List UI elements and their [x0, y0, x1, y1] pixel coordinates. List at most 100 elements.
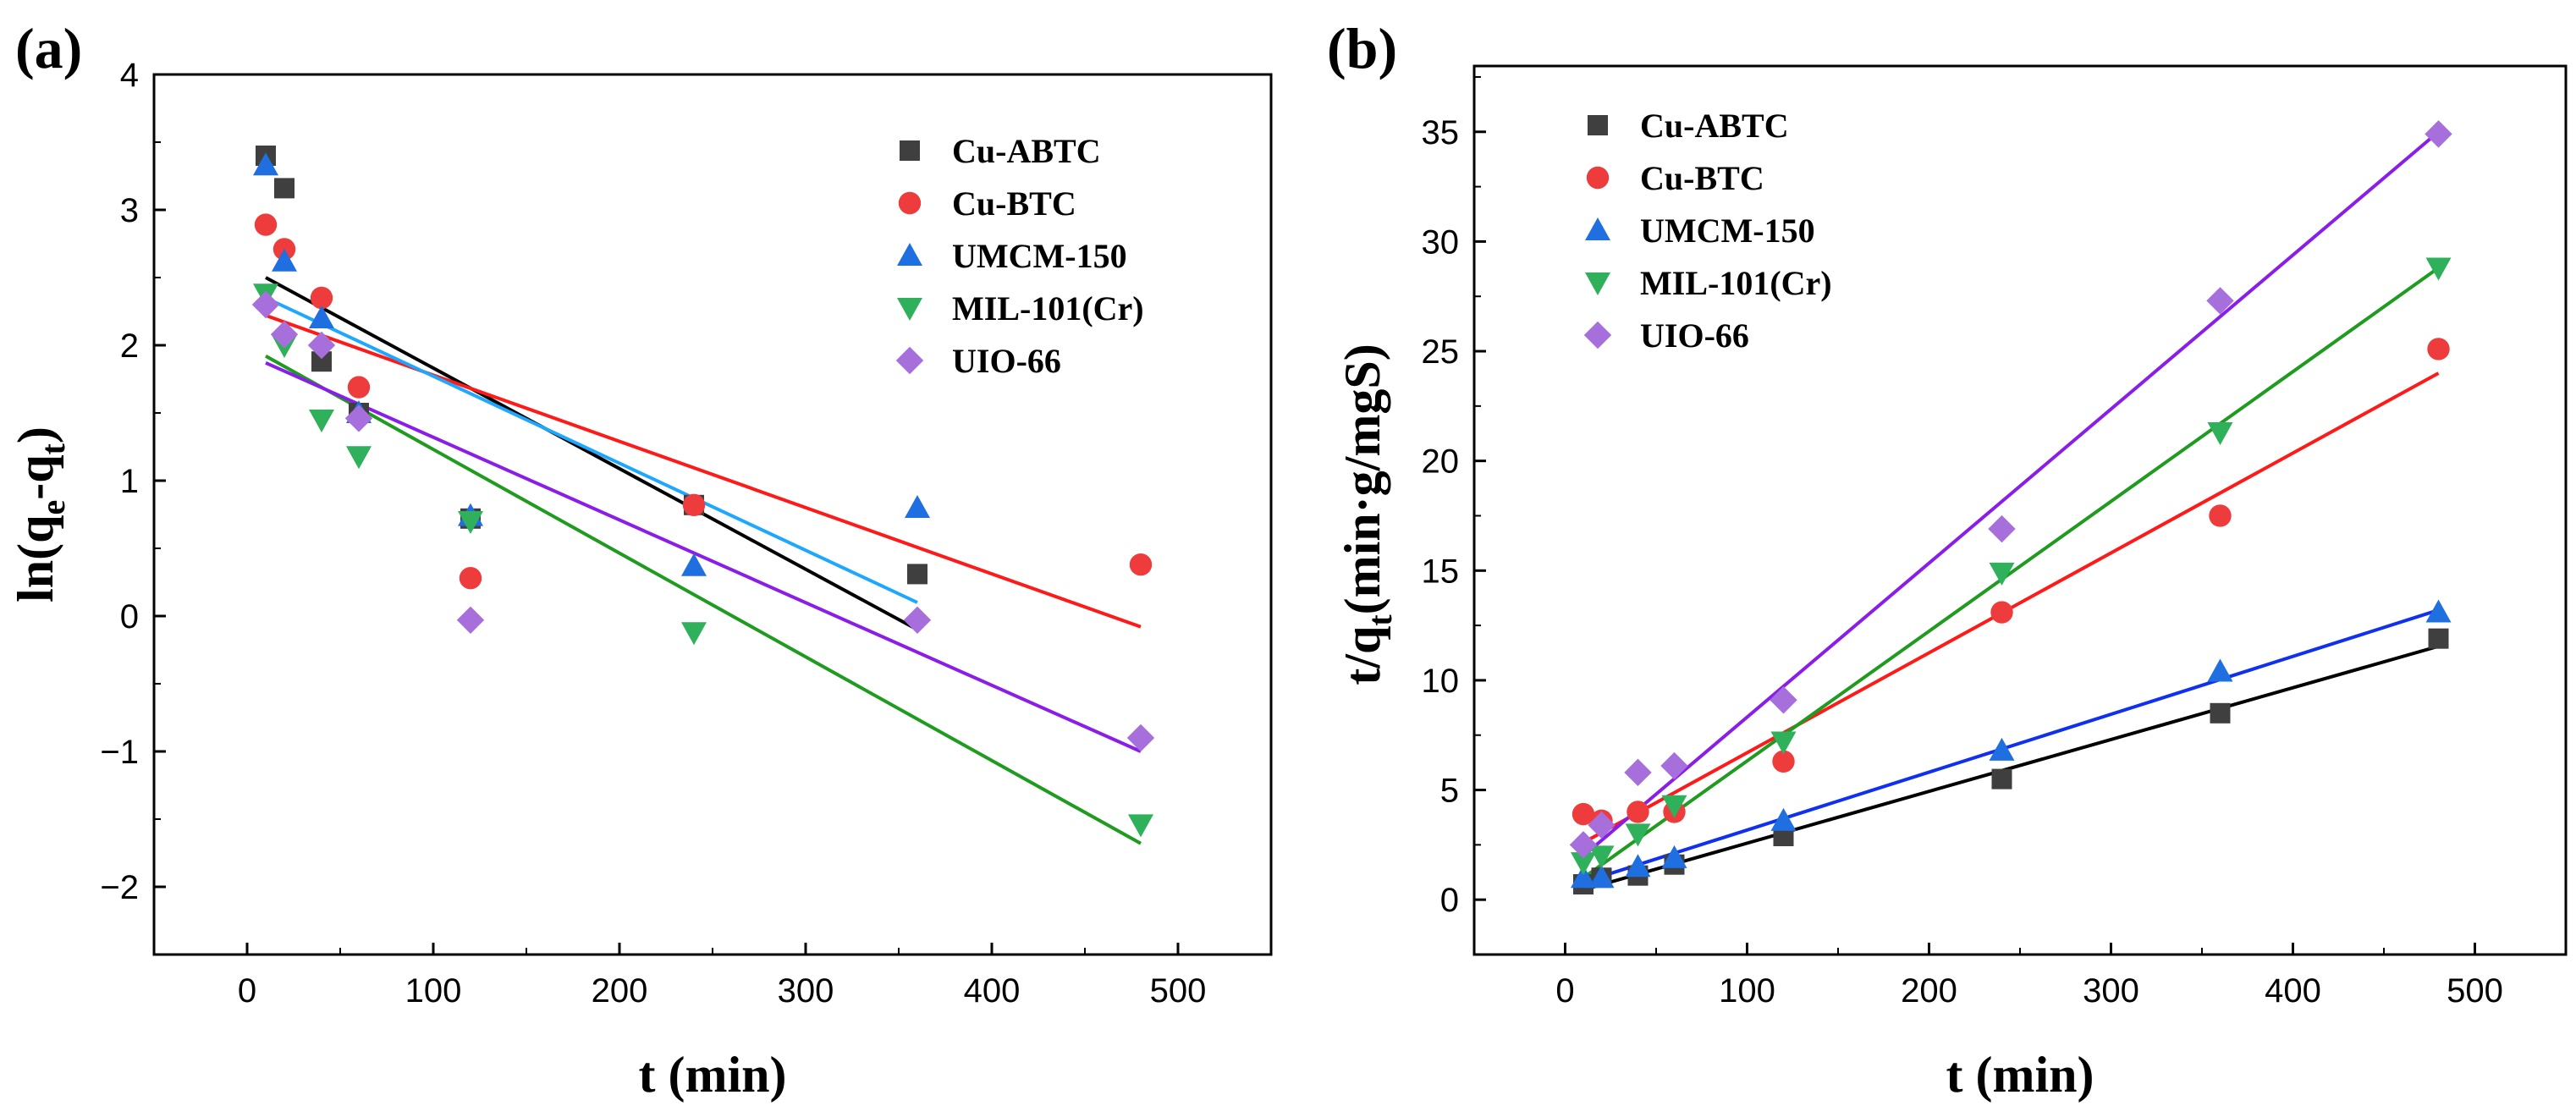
legend-marker	[1586, 166, 1610, 190]
fit-line-cu-abtc	[265, 276, 918, 631]
data-point-mil-101-cr-	[346, 446, 372, 470]
legend-marker	[1588, 115, 1608, 135]
data-point-cu-btc	[2209, 504, 2232, 527]
legend-marker	[1585, 272, 1610, 295]
x-tick-label: 400	[964, 972, 1021, 1010]
y-tick-label: −1	[100, 734, 139, 771]
x-tick-label: 300	[778, 972, 834, 1010]
legend-marker	[898, 191, 922, 215]
data-point-umcm-150	[309, 305, 334, 328]
data-point-umcm-150	[1625, 854, 1651, 878]
legend-label: Cu-ABTC	[1640, 107, 1789, 145]
data-point-uio-66	[307, 331, 336, 360]
fit-line-uio-66	[1582, 130, 2440, 857]
fit-line-uio-66	[265, 360, 1142, 753]
data-point-mil-101-cr-	[1661, 795, 1687, 818]
data-point-uio-66	[2425, 120, 2452, 148]
x-tick-label: 300	[2083, 972, 2139, 1010]
legend-label: UMCM-150	[952, 237, 1127, 275]
data-point-cu-btc	[254, 213, 278, 236]
legend-b: Cu-ABTC Cu-BTC UMCM-150 MIL-101(Cr) UIO-66	[1583, 107, 1832, 355]
y-tick-label: 5	[1440, 773, 1459, 810]
y-tick-label: 0	[120, 598, 139, 636]
data-point-uio-66	[456, 606, 485, 634]
y-tick-label: 4	[120, 57, 139, 94]
y-tick-label: −2	[100, 869, 139, 906]
data-point-mil-101-cr-	[1770, 731, 1797, 755]
legend-marker	[1583, 321, 1612, 349]
data-point-mil-101-cr-	[1571, 852, 1596, 876]
y-tick-label: 3	[120, 192, 139, 229]
legend-marker	[897, 298, 922, 321]
x-tick-label: 0	[238, 972, 256, 1010]
data-point-umcm-150	[1661, 845, 1687, 868]
x-tick-label: 200	[592, 972, 648, 1010]
data-point-mil-101-cr-	[1588, 845, 1615, 869]
y-tick-label: 20	[1422, 443, 1460, 481]
data-point-cu-btc	[1627, 801, 1649, 823]
x-tick-label: 100	[1719, 972, 1775, 1010]
y-tick-label: 2	[120, 327, 139, 365]
y-axis-label-a: ln(qe-qt)	[8, 426, 72, 603]
fit-line-mil-101-cr-	[265, 355, 1142, 845]
data-point-umcm-150	[1989, 737, 2015, 761]
data-point-umcm-150	[253, 152, 278, 176]
fit-line-umcm-150	[1582, 608, 2440, 884]
data-point-umcm-150	[1571, 865, 1596, 889]
legend-label: UMCM-150	[1640, 212, 1815, 250]
legend-label: Cu-ABTC	[952, 132, 1101, 170]
data-point-cu-abtc	[2428, 628, 2449, 649]
y-tick-label: 0	[1440, 882, 1459, 919]
legend-label: Cu-BTC	[952, 184, 1076, 223]
data-point-cu-btc	[459, 567, 482, 590]
x-axis-label-a: t (min)	[639, 1047, 787, 1103]
data-point-mil-101-cr-	[1625, 823, 1651, 847]
legend-label: UIO-66	[952, 342, 1061, 380]
data-point-mil-101-cr-	[681, 622, 707, 646]
fit-line-cu-abtc	[1582, 644, 2440, 892]
legend-label: MIL-101(Cr)	[1640, 264, 1832, 302]
x-tick-label: 100	[405, 972, 462, 1010]
data-point-cu-abtc	[907, 564, 927, 585]
data-point-uio-66	[1569, 831, 1598, 859]
data-point-uio-66	[1126, 724, 1155, 752]
x-tick-label: 500	[2447, 972, 2503, 1010]
legend-marker	[897, 243, 922, 266]
data-point-umcm-150	[1588, 865, 1615, 889]
panel-b: (b) 0 100 200 300 400 500 0 5 10 15 20 25 30 35 Cu-A…	[1327, 16, 2568, 1103]
data-point-cu-btc	[1129, 553, 1153, 576]
data-point-cu-btc	[347, 376, 371, 399]
legend-marker	[900, 140, 920, 161]
data-point-umcm-150	[1770, 807, 1797, 831]
y-tick-label: 15	[1422, 553, 1460, 590]
legend-marker	[895, 346, 924, 375]
data-point-cu-btc	[2427, 338, 2450, 360]
data-point-mil-101-cr-	[2425, 257, 2452, 281]
legend-label: MIL-101(Cr)	[952, 289, 1144, 327]
data-point-cu-btc	[1571, 802, 1595, 826]
data-point-mil-101-cr-	[1128, 814, 1153, 838]
data-point-uio-66	[270, 321, 299, 349]
data-point-umcm-150	[2207, 658, 2233, 682]
x-axis-label-b: t (min)	[1946, 1047, 2094, 1103]
x-tick-label: 0	[1555, 972, 1574, 1010]
data-point-uio-66	[344, 404, 373, 432]
data-point-mil-101-cr-	[309, 410, 334, 432]
y-axis-label-b: t/qt(min·g/mgS)	[1335, 344, 1399, 685]
data-point-cu-abtc	[1991, 768, 2012, 790]
y-tick-label: 30	[1422, 223, 1460, 261]
panel-a-label: (a)	[15, 16, 82, 80]
data-point-umcm-150	[2425, 599, 2452, 623]
data-point-uio-66	[1588, 811, 1616, 839]
data-point-cu-btc	[310, 286, 333, 310]
data-point-cu-abtc	[2210, 702, 2231, 724]
data-point-uio-66	[903, 606, 932, 634]
legend-label: UIO-66	[1640, 316, 1749, 355]
y-tick-label: 10	[1422, 663, 1460, 700]
data-point-uio-66	[1660, 751, 1688, 780]
data-point-uio-66	[251, 290, 280, 319]
data-point-umcm-150	[905, 495, 930, 518]
data-point-mil-101-cr-	[2207, 421, 2233, 445]
data-point-uio-66	[1770, 686, 1797, 714]
